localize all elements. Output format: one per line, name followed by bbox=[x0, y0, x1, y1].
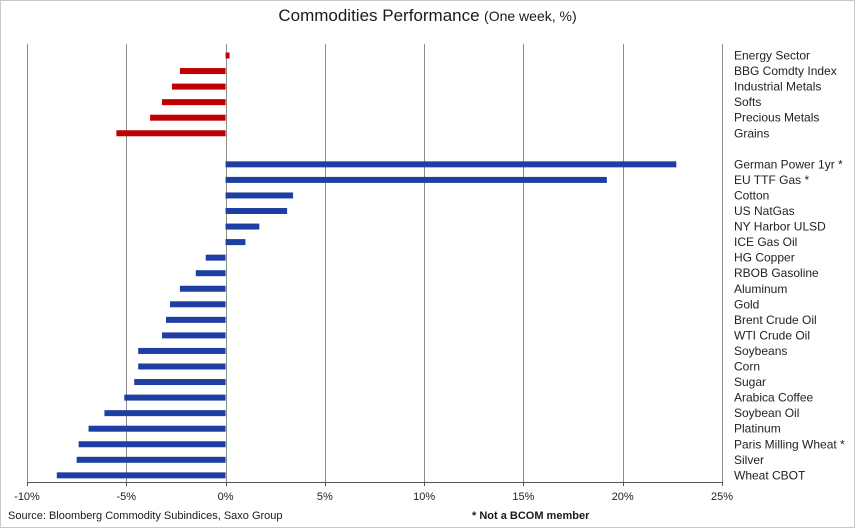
category-label: ICE Gas Oil bbox=[734, 235, 797, 249]
bar bbox=[138, 363, 226, 370]
bar bbox=[225, 192, 294, 199]
bar bbox=[124, 394, 226, 401]
x-tick-label: 10% bbox=[413, 491, 435, 503]
category-label: Gold bbox=[734, 297, 759, 311]
x-tick-label: 15% bbox=[512, 491, 534, 503]
bar bbox=[225, 239, 246, 246]
chart-title-subtitle: (One week, %) bbox=[484, 8, 577, 24]
category-label: BBG Comdty Index bbox=[734, 64, 837, 78]
bar bbox=[56, 472, 226, 479]
x-tick-label: 20% bbox=[612, 491, 634, 503]
category-label: WTI Crude Oil bbox=[734, 328, 810, 342]
category-label: Aluminum bbox=[734, 282, 787, 296]
chart-title-main: Commodities Performance bbox=[278, 6, 480, 25]
category-label: HG Copper bbox=[734, 251, 795, 265]
bar bbox=[138, 347, 226, 354]
category-label: Soybean Oil bbox=[734, 406, 799, 420]
category-label: Corn bbox=[734, 360, 760, 374]
bar bbox=[162, 99, 226, 106]
category-label: Softs bbox=[734, 95, 761, 109]
category-label: Energy Sector bbox=[734, 49, 810, 63]
bar bbox=[162, 332, 226, 339]
bar bbox=[195, 270, 226, 277]
category-label: Industrial Metals bbox=[734, 80, 821, 94]
bar bbox=[78, 441, 226, 448]
chart-title: Commodities Performance (One week, %) bbox=[0, 6, 855, 26]
category-label: Soybeans bbox=[734, 344, 787, 358]
category-label: Precious Metals bbox=[734, 111, 819, 125]
category-label: Arabica Coffee bbox=[734, 391, 813, 405]
x-tick-label: -5% bbox=[117, 491, 137, 503]
category-label: NY Harbor ULSD bbox=[734, 220, 826, 234]
x-tick-label: 0% bbox=[218, 491, 234, 503]
bar bbox=[225, 208, 288, 214]
footnote: * Not a BCOM member bbox=[472, 510, 590, 522]
bar bbox=[225, 161, 677, 168]
bar bbox=[169, 301, 226, 308]
bar bbox=[150, 114, 226, 121]
category-label: Brent Crude Oil bbox=[734, 313, 817, 327]
bar bbox=[225, 52, 230, 59]
x-tick-label: 5% bbox=[317, 491, 333, 503]
bar bbox=[225, 176, 607, 183]
bar bbox=[104, 410, 226, 417]
category-label: Cotton bbox=[734, 188, 769, 202]
category-label: EU TTF Gas * bbox=[734, 173, 809, 187]
x-tick-label: -10% bbox=[14, 491, 40, 503]
bar bbox=[134, 379, 226, 386]
category-label: US NatGas bbox=[734, 204, 795, 218]
bar bbox=[88, 425, 226, 432]
category-label: Silver bbox=[734, 453, 764, 467]
category-label: RBOB Gasoline bbox=[734, 266, 819, 280]
bar bbox=[225, 223, 260, 230]
category-label: Sugar bbox=[734, 375, 766, 389]
bar bbox=[179, 285, 226, 292]
x-tick-label: 25% bbox=[711, 491, 733, 503]
category-label: Wheat CBOT bbox=[734, 468, 806, 482]
bar bbox=[179, 68, 226, 75]
bar bbox=[116, 130, 226, 137]
bar bbox=[76, 456, 226, 463]
category-label: German Power 1yr * bbox=[734, 157, 843, 171]
source-note: Source: Bloomberg Commodity Subindices, … bbox=[8, 510, 283, 522]
bar bbox=[166, 316, 226, 323]
category-label: Platinum bbox=[734, 422, 781, 436]
category-label: Paris Milling Wheat * bbox=[734, 437, 845, 451]
category-label: Grains bbox=[734, 126, 769, 140]
bar bbox=[205, 254, 226, 261]
bar bbox=[171, 83, 226, 90]
